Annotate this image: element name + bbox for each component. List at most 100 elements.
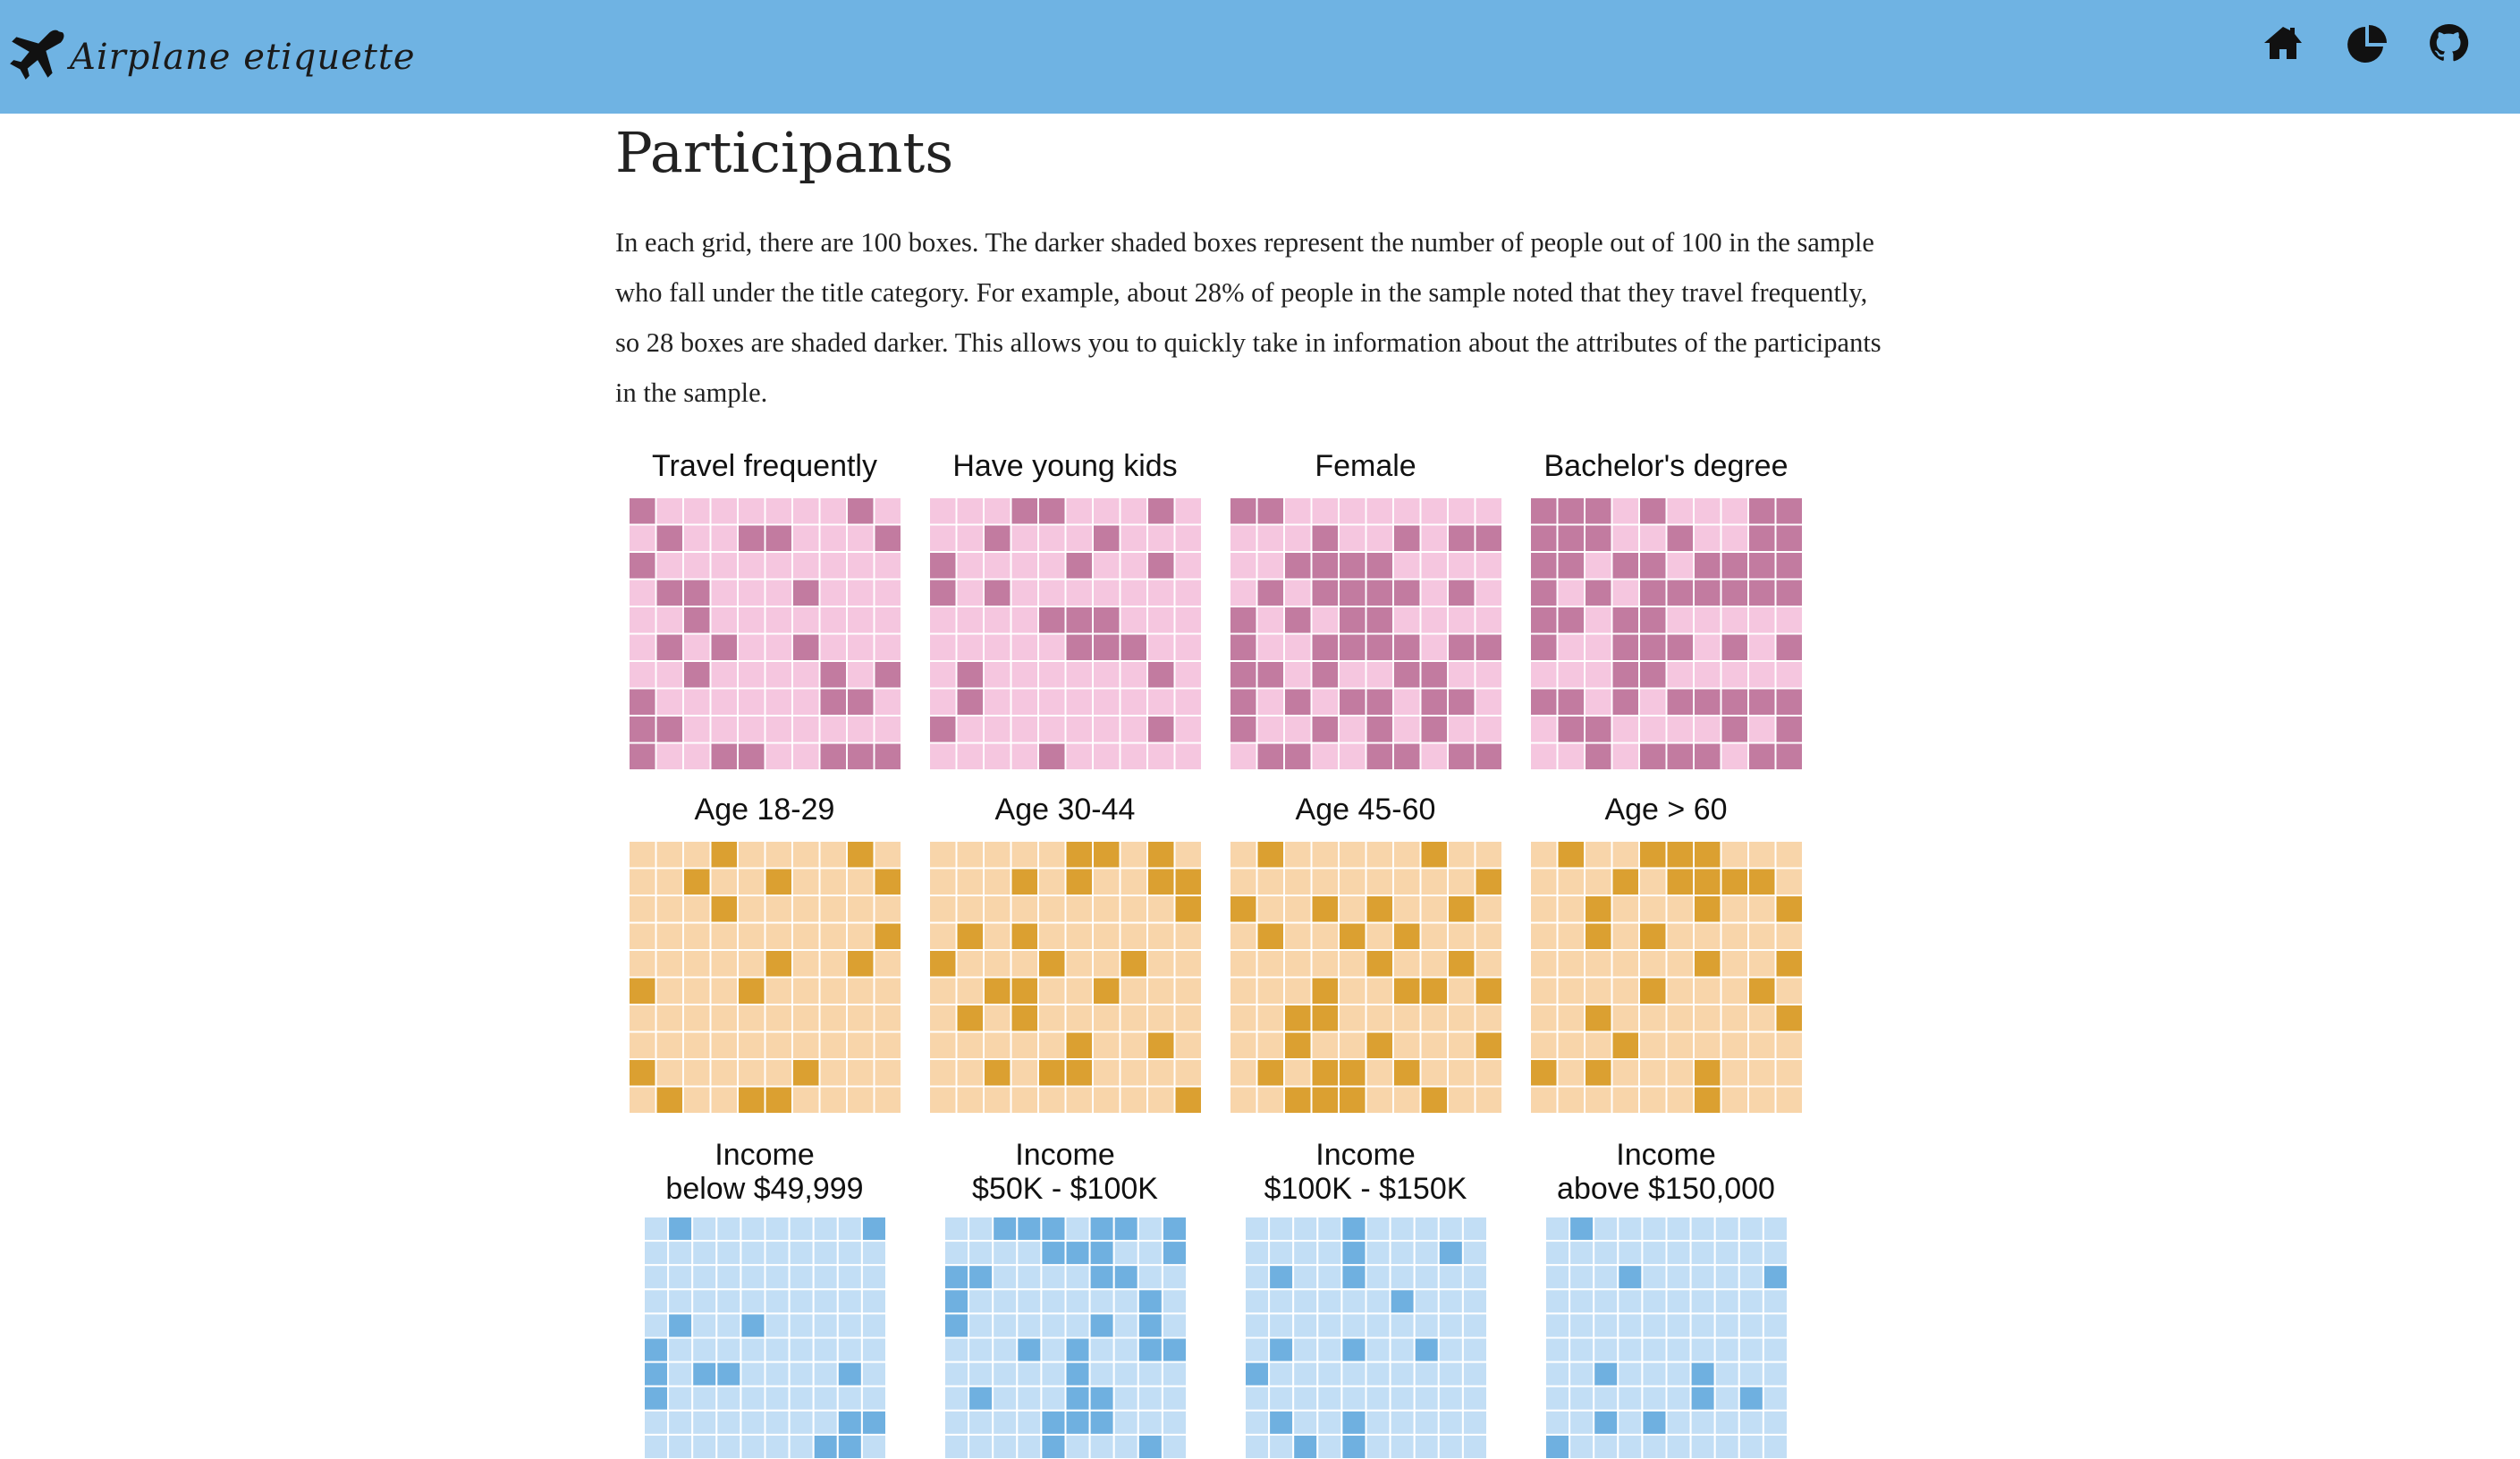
waffle-cell <box>1093 743 1120 771</box>
waffle-cell <box>1763 1313 1787 1337</box>
waffle-cell <box>847 607 875 634</box>
waffle-cell <box>1245 1289 1269 1313</box>
waffle-cell <box>716 1217 740 1241</box>
waffle-cell <box>1611 1059 1639 1087</box>
brand-link[interactable]: Airplane etiquette <box>5 23 416 91</box>
waffle-cell <box>1393 552 1421 580</box>
waffle-cell-shaded <box>1113 1217 1137 1241</box>
waffle-cell-shaded <box>1162 1241 1186 1265</box>
waffle-cell-shaded <box>1748 552 1776 580</box>
waffle-cell <box>668 1265 692 1289</box>
waffle-cell <box>1147 895 1175 923</box>
waffle-cell-shaded <box>1089 1217 1113 1241</box>
waffle-cell <box>1366 1289 1390 1313</box>
home-icon[interactable] <box>2262 21 2304 64</box>
waffle-cell <box>765 1387 789 1411</box>
waffle-cell-shaded <box>1147 716 1175 743</box>
waffle-cell <box>1594 1313 1618 1337</box>
waffle-cell-shaded <box>929 580 957 607</box>
waffle-cell <box>765 552 792 580</box>
waffle-cell <box>792 1087 820 1115</box>
waffle-cell-shaded <box>1639 923 1667 951</box>
waffle-title-line1: Income <box>1487 1138 1845 1172</box>
waffle-cell <box>765 1435 789 1459</box>
waffle-cell <box>1038 661 1066 689</box>
waffle-cell <box>1721 978 1748 1005</box>
waffle-cell-shaded <box>1339 580 1366 607</box>
waffle-cell <box>1093 950 1120 978</box>
waffle-cell <box>789 1435 813 1459</box>
waffle-cell-shaded <box>1284 1032 1312 1060</box>
waffle-cell <box>1174 1032 1202 1060</box>
waffle-cell <box>1748 607 1776 634</box>
waffle-cell-shaded <box>1666 525 1694 553</box>
waffle-cell <box>1147 1059 1175 1087</box>
waffle-cell <box>1339 716 1366 743</box>
waffle-cell <box>1317 1241 1341 1265</box>
waffle-cell <box>1230 950 1257 978</box>
waffle-cell-shaded <box>1311 1005 1339 1032</box>
waffle-cell <box>683 1032 711 1060</box>
waffle-cell <box>1317 1362 1341 1387</box>
waffle-cell <box>1438 1265 1462 1289</box>
waffle-cell <box>1545 1411 1569 1435</box>
waffle-cell <box>1065 978 1093 1005</box>
waffle-cell-shaded <box>738 525 765 553</box>
waffle-cell <box>1339 1032 1366 1060</box>
waffle-cell <box>1147 1005 1175 1032</box>
waffle-cell-shaded <box>1775 525 1803 553</box>
waffle-cell-shaded <box>1639 661 1667 689</box>
waffle-cell <box>1611 743 1639 771</box>
waffle-cell-shaded <box>1011 869 1038 896</box>
waffle-cell-shaded <box>1256 580 1284 607</box>
waffle-cell <box>1093 661 1120 689</box>
waffle-cell-shaded <box>1420 978 1448 1005</box>
waffle-cell <box>819 1059 847 1087</box>
waffle-cell <box>968 1217 993 1241</box>
waffle-cell-shaded <box>1530 607 1558 634</box>
waffle-cell <box>1530 716 1558 743</box>
waffle-chart <box>629 841 901 1114</box>
waffle-cell-shaded <box>1011 1005 1038 1032</box>
waffle-cell-shaded <box>1775 895 1803 923</box>
waffle-cell <box>929 634 957 662</box>
waffle-cell-shaded <box>1038 607 1066 634</box>
waffle-cell <box>1475 841 1502 869</box>
github-icon[interactable] <box>2427 21 2470 64</box>
waffle-cell-shaded <box>1530 525 1558 553</box>
waffle-cell <box>1089 1338 1113 1362</box>
waffle-cell <box>655 895 683 923</box>
waffle-cell <box>1162 1265 1186 1289</box>
waffle-cell <box>1694 923 1721 951</box>
waffle-cell-shaded <box>1230 716 1257 743</box>
waffle-cell <box>1642 1217 1666 1241</box>
waffle-cell <box>765 1411 789 1435</box>
waffle-cell-shaded <box>1038 497 1066 525</box>
pie-chart-icon[interactable] <box>2346 21 2389 64</box>
waffle-title-line2: above $150,000 <box>1487 1172 1845 1206</box>
waffle-cell <box>1775 841 1803 869</box>
waffle-cell <box>819 1032 847 1060</box>
waffle-cell <box>847 552 875 580</box>
waffle-cell <box>874 978 901 1005</box>
waffle-cell <box>1093 1005 1120 1032</box>
waffle-cell <box>874 552 901 580</box>
waffle-cell <box>1714 1435 1738 1459</box>
waffle-cell-shaded <box>1694 552 1721 580</box>
waffle-cell <box>1642 1362 1666 1387</box>
waffle-cell <box>1293 1241 1317 1265</box>
waffle-cell <box>1093 689 1120 717</box>
waffle-cell <box>1317 1265 1341 1289</box>
waffle-cell-shaded <box>1065 1411 1089 1435</box>
waffle-cell-shaded <box>956 923 984 951</box>
waffle-cell <box>1174 552 1202 580</box>
waffle-cell <box>1420 1059 1448 1087</box>
waffle-cell <box>710 978 738 1005</box>
waffle-cell <box>1038 689 1066 717</box>
waffle-cell-shaded <box>1147 661 1175 689</box>
waffle-cell <box>683 552 711 580</box>
waffle-cell-shaded <box>1089 1265 1113 1289</box>
waffle-cell <box>792 497 820 525</box>
waffle-cell <box>692 1338 716 1362</box>
waffle-cell <box>1694 525 1721 553</box>
